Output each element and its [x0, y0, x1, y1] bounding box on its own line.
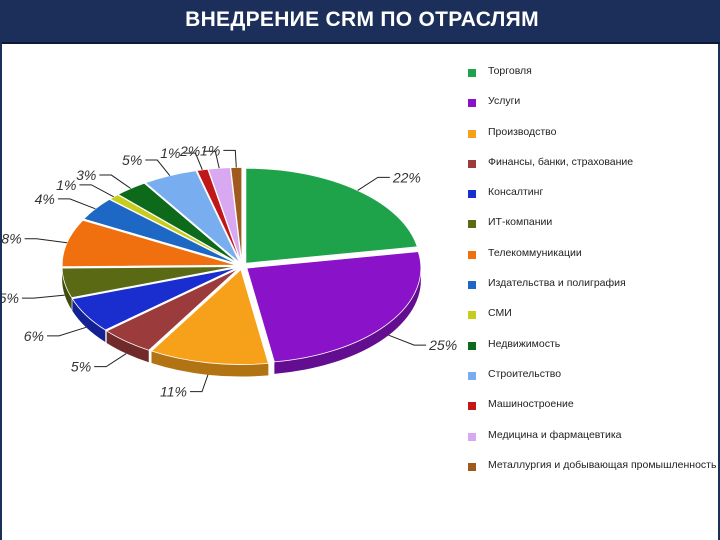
legend-label: Финансы, банки, страхование: [488, 155, 634, 168]
leader-line-2: [388, 334, 427, 346]
pie-slice-1: [245, 167, 418, 264]
pie-label-8: 4%: [35, 191, 55, 207]
pie-label-9: 1%: [56, 177, 76, 193]
legend-label: Телекоммуникации: [488, 246, 582, 259]
legend-swatch: [468, 432, 476, 441]
pie-slice-13: [207, 167, 242, 263]
legend-item: Машиностроение: [468, 395, 720, 425]
legend-item: Услуги: [468, 92, 720, 122]
pie-slice-6: [61, 266, 237, 299]
leader-line-12: [183, 152, 203, 171]
legend-item: Консалтинг: [468, 183, 720, 213]
legend-item: Медицина и фармацевтика: [468, 426, 720, 456]
legend-label: Металлургия и добывающая промышленность: [488, 458, 717, 471]
legend-swatch: [468, 250, 476, 259]
chart-legend: Торговля Услуги Производство Финансы, банки…: [468, 62, 720, 486]
legend-swatch: [468, 220, 476, 229]
legend-label: Машиностроение: [488, 398, 574, 411]
pie-slice-2: [246, 251, 422, 363]
pie-slice-3: [150, 268, 269, 365]
legend-swatch: [468, 99, 476, 108]
leader-line-1: [357, 176, 390, 191]
legend-item: Финансы, банки, страхование: [468, 153, 720, 183]
leader-line-8: [57, 198, 96, 210]
title-bar: ВНЕДРЕНИЕ CRM ПО ОТРАСЛЯМ: [2, 0, 720, 44]
legend-item: Недвижимость: [468, 335, 720, 365]
legend-swatch: [468, 371, 476, 380]
legend-swatch: [468, 129, 476, 138]
slide-title: ВНЕДРЕНИЕ CRM ПО ОТРАСЛЯМ: [185, 8, 539, 31]
pie-slice-5: [71, 267, 237, 331]
legend-swatch: [468, 462, 476, 471]
pie-label-13: 2%: [179, 143, 200, 159]
legend-item: Издательства и полиграфия: [468, 274, 720, 304]
leader-line-14: [223, 149, 237, 168]
legend-label: ИТ-компании: [488, 216, 553, 229]
leader-line-13: [203, 150, 220, 169]
leader-line-7: [24, 238, 68, 244]
pie-slice-side-5: [72, 298, 106, 343]
legend-swatch: [468, 341, 476, 350]
leader-line-9: [79, 184, 114, 198]
pie-label-11: 5%: [122, 152, 142, 168]
leader-line-3: [190, 374, 209, 393]
pie-slice-14: [230, 167, 243, 263]
legend-label: Консалтинг: [488, 186, 544, 199]
legend-swatch: [468, 190, 476, 199]
pie-label-5: 6%: [24, 328, 44, 344]
legend-item: Производство: [468, 123, 720, 153]
pie-label-12: 1%: [160, 145, 180, 161]
legend-item: Металлургия и добывающая промышленность: [468, 456, 720, 486]
legend-label: Производство: [488, 125, 557, 138]
legend-label: Торговля: [488, 65, 532, 77]
legend-label: Издательства и полиграфия: [488, 277, 626, 290]
pie-slice-side-3: [151, 351, 269, 377]
legend-item: Телекоммуникации: [468, 244, 720, 274]
legend-swatch: [468, 69, 476, 77]
pie-slice-8: [82, 198, 238, 265]
pie-label-4: 5%: [71, 359, 91, 375]
legend-item: Торговля: [468, 62, 720, 92]
legend-label: Услуги: [488, 95, 521, 108]
pie-label-10: 3%: [76, 167, 96, 183]
legend-label: Медицина и фармацевтика: [488, 428, 622, 441]
legend-label: Строительство: [488, 367, 562, 380]
pie-label-1: 22%: [392, 169, 421, 185]
legend-label: СМИ: [488, 307, 512, 320]
pie-slice-side-4: [106, 330, 149, 363]
pie-label-7: 8%: [2, 231, 22, 247]
pie-label-6: 5%: [2, 290, 19, 306]
legend-item: ИТ-компании: [468, 213, 720, 243]
leader-line-11: [145, 159, 171, 176]
leader-line-10: [99, 174, 132, 189]
pie-slice-4: [105, 268, 239, 351]
legend-item: Строительство: [468, 365, 720, 395]
legend-swatch: [468, 281, 476, 290]
pie-label-14: 1%: [200, 142, 220, 158]
leader-line-4: [94, 353, 127, 368]
legend-swatch: [468, 402, 476, 411]
legend-item: СМИ: [468, 304, 720, 334]
pie-chart: 22%25%11%5%6%5%8%4%1%3%5%1%2%1%: [2, 142, 457, 400]
legend-label: Недвижимость: [488, 337, 561, 350]
pie-label-2: 25%: [428, 337, 457, 353]
leader-line-6: [21, 294, 65, 299]
legend-swatch: [468, 311, 476, 320]
pie-slice-7: [61, 219, 237, 268]
legend-swatch: [468, 159, 476, 168]
leader-line-5: [46, 326, 87, 337]
pie-label-3: 11%: [160, 384, 187, 400]
pie-slice-11: [144, 170, 240, 264]
